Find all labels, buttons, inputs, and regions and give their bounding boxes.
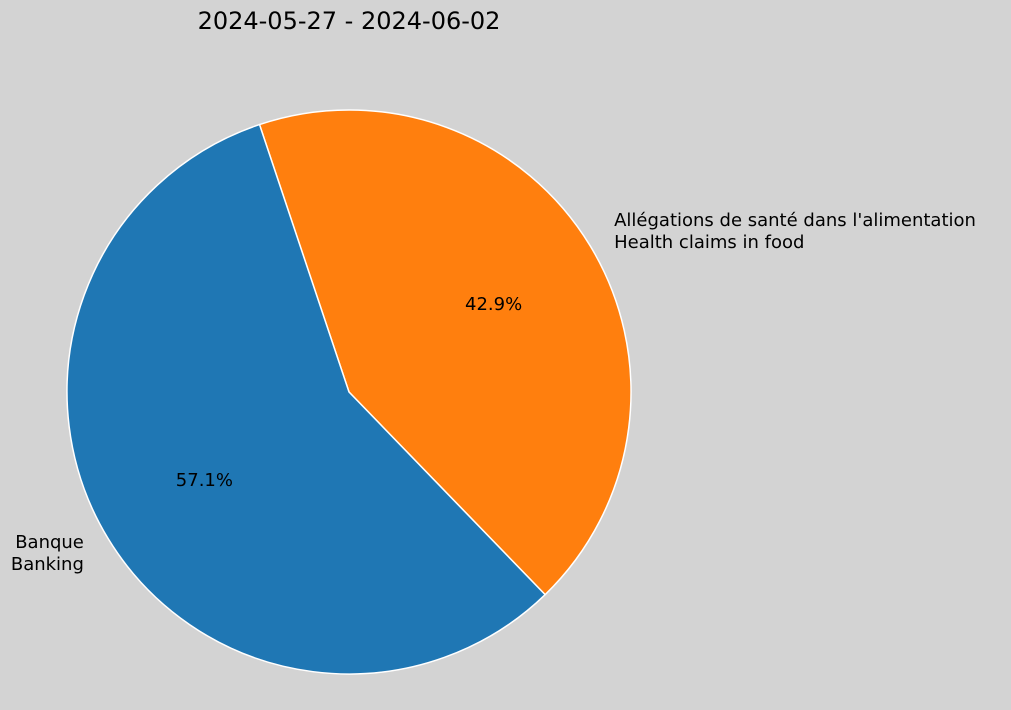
pie-slice-0 — [258, 109, 632, 596]
pie-labels: 42.9% Allégations de santé dans l'aliment… — [11, 210, 976, 575]
pie-slice-1 — [66, 123, 546, 675]
pie-slice-label-1: Banque Banking — [11, 532, 84, 575]
pie-slices — [66, 109, 632, 675]
pie-pct-label-0: 42.9% — [465, 294, 522, 315]
pie-slice-label-line: Banque — [15, 532, 84, 553]
pie-slice-label-line: Health claims in food — [614, 232, 804, 253]
pie-slice-label-line: Allégations de santé dans l'alimentation — [614, 210, 976, 231]
pie-slice-label-0: Allégations de santé dans l'alimentation… — [614, 210, 976, 253]
pie-slice-label-line: Banking — [11, 554, 84, 575]
chart-title: 2024-05-27 - 2024-06-02 — [198, 7, 501, 35]
pie-pct-label-1: 57.1% — [176, 470, 233, 491]
